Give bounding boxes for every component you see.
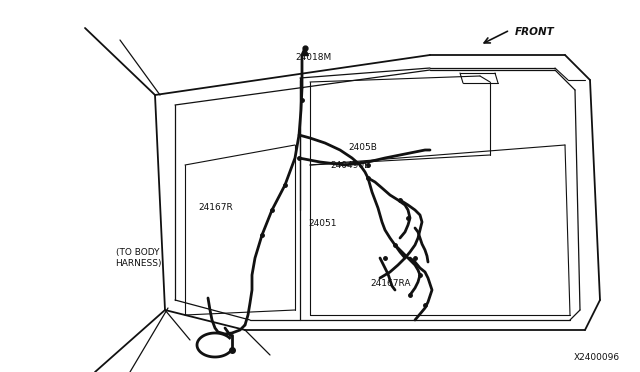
Text: 24167RA: 24167RA — [370, 279, 410, 288]
Text: 240490B: 240490B — [330, 160, 371, 170]
Text: FRONT: FRONT — [515, 27, 555, 37]
Text: (TO BODY
HARNESS): (TO BODY HARNESS) — [115, 248, 161, 268]
Text: 24018M: 24018M — [295, 54, 332, 62]
Text: 24167R: 24167R — [198, 203, 233, 212]
Text: X2400096: X2400096 — [574, 353, 620, 362]
Text: 24051: 24051 — [308, 219, 337, 228]
Text: 2405B: 2405B — [348, 144, 377, 153]
